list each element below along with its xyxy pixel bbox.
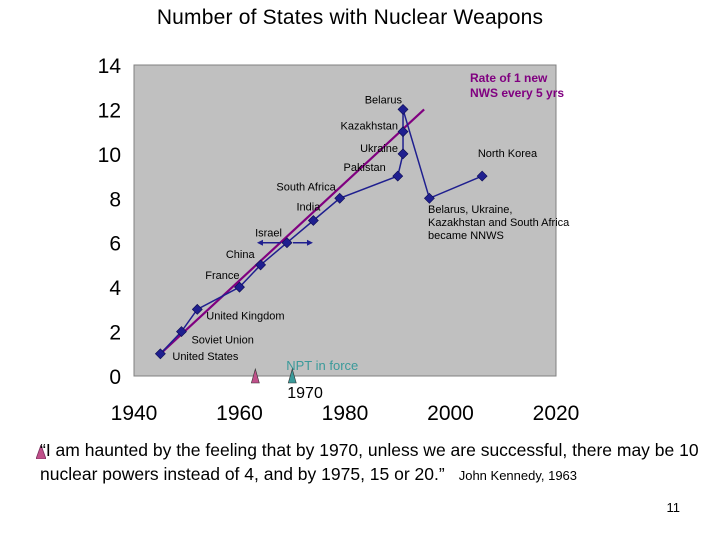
trend-annotation-line2: NWS every 5 yrs — [470, 86, 564, 100]
y-tick-label: 10 — [98, 144, 121, 167]
npt-annotation: NPT in force — [286, 358, 358, 373]
point-label: Pakistan — [344, 162, 386, 174]
data-point — [423, 192, 435, 204]
y-tick-label: 0 — [109, 366, 121, 389]
jfk-quote-icon — [36, 445, 46, 459]
x-tick-label: 1940 — [111, 402, 158, 425]
quote-author: John Kennedy, 1963 — [458, 468, 578, 483]
npt-year-annotation: 1970 — [287, 385, 323, 402]
trend-line — [159, 108, 425, 355]
data-point — [307, 215, 319, 226]
npt-marker — [287, 367, 297, 384]
nnws-annotation-line: Kazakhstan and South Africa — [428, 217, 570, 229]
point-label: India — [296, 202, 321, 214]
data-point — [397, 148, 409, 160]
data-point — [255, 259, 267, 271]
plot-area — [133, 64, 557, 377]
y-tick-label: 4 — [109, 277, 121, 300]
data-point — [281, 237, 293, 249]
quote-text: “I am haunted by the feeling that by 197… — [40, 440, 699, 484]
point-label: North Korea — [478, 148, 538, 160]
point-label: Ukraine — [360, 143, 398, 155]
israel-arrowhead-right — [306, 239, 313, 246]
page-number: 11 — [666, 500, 681, 515]
x-tick-label: 1980 — [322, 402, 369, 425]
y-tick-label: 12 — [98, 99, 121, 122]
data-point — [476, 170, 488, 182]
data-point — [191, 303, 203, 315]
kennedy-quote: “I am haunted by the feeling that by 197… — [40, 438, 700, 488]
point-label: Kazakhstan — [341, 121, 398, 133]
y-tick-label: 2 — [109, 322, 121, 345]
point-label: United Kingdom — [206, 310, 284, 322]
y-tick-label: 14 — [98, 55, 122, 78]
point-label: Soviet Union — [191, 335, 253, 347]
trend-annotation-line1: Rate of 1 new — [470, 71, 548, 85]
nnws-annotation-line: Belarus, Ukraine, — [428, 204, 512, 216]
jfk-quote-marker — [250, 367, 260, 384]
y-tick-label: 6 — [109, 233, 121, 256]
point-label: Belarus — [365, 94, 403, 106]
data-point — [176, 326, 187, 337]
data-point — [154, 348, 166, 360]
point-label: France — [205, 270, 239, 282]
data-point — [234, 281, 245, 293]
y-tick-label: 8 — [109, 188, 121, 211]
point-label: South Africa — [276, 181, 336, 193]
chart-title: Number of States with Nuclear Weapons — [156, 6, 544, 29]
x-tick-label: 1960 — [216, 402, 263, 425]
point-label: Israel — [255, 228, 282, 240]
point-label: China — [226, 249, 256, 261]
data-point — [397, 126, 409, 138]
point-label: United States — [172, 351, 239, 363]
x-tick-label: 2020 — [533, 402, 580, 425]
x-tick-label: 2000 — [427, 402, 474, 425]
data-point — [392, 170, 404, 182]
data-point — [397, 104, 409, 115]
nnws-annotation-line: became NNWS — [428, 230, 504, 242]
israel-arrowhead-left — [256, 239, 263, 246]
data-point — [334, 192, 346, 204]
